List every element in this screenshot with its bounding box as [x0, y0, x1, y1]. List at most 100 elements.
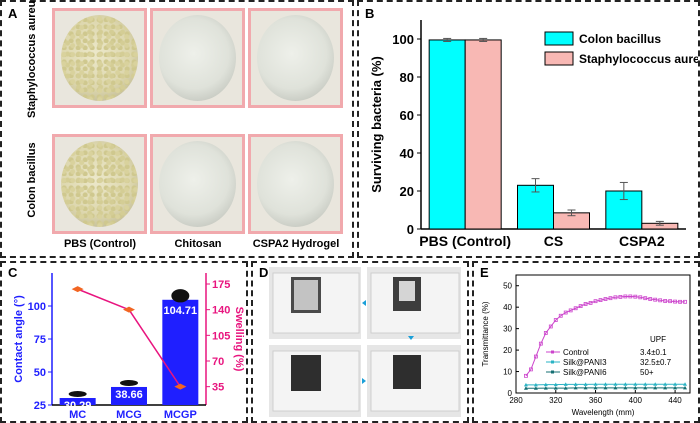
- y-tick-label: 100: [28, 301, 46, 313]
- data-point: [638, 295, 643, 300]
- y-tick-label: 100: [392, 32, 414, 47]
- y-tick-label: 30: [503, 325, 512, 334]
- data-point: [683, 299, 687, 304]
- data-point: [628, 294, 633, 299]
- row-label-colon: Colon bacillus: [26, 142, 38, 218]
- bar-1: [464, 39, 502, 230]
- x-tick-label: CSPA2: [619, 233, 665, 249]
- droplet: [171, 289, 190, 303]
- legend-label: Silk@PANI6: [563, 368, 607, 377]
- data-point: [613, 385, 618, 390]
- data-point: [548, 324, 553, 329]
- dish-staph-pbs: [52, 8, 147, 108]
- x-tick-label: 400: [629, 396, 643, 405]
- swelling-point: [71, 286, 84, 293]
- panel-e: E 0 10 20 30 40 50 280 320 360 400 440 UPF Control 3.…: [472, 261, 700, 423]
- col-label-cspa2: CSPA2 Hydrogel: [252, 238, 340, 250]
- data-point: [653, 297, 658, 302]
- data-point: [673, 385, 678, 390]
- bar-value-label: 104.71: [164, 305, 198, 317]
- dish-colon-pbs: [52, 134, 147, 234]
- panel-b-label: B: [365, 6, 375, 21]
- data-point: [593, 385, 598, 390]
- data-point: [603, 385, 608, 390]
- data-point: [563, 310, 568, 315]
- y-tick-label: 20: [400, 184, 414, 199]
- data-point: [658, 298, 663, 303]
- data-point: [663, 382, 668, 386]
- data-point: [543, 331, 548, 335]
- legend-header: UPF: [650, 335, 666, 344]
- data-point: [523, 382, 528, 387]
- panel-a-label: A: [8, 6, 18, 21]
- data-point: [623, 385, 628, 390]
- legend-marker: [551, 360, 554, 364]
- legend-label: Control: [563, 348, 589, 357]
- y-tick-label: 75: [34, 334, 46, 346]
- x-tick-label: PBS (Control): [419, 233, 511, 249]
- data-point: [603, 382, 608, 386]
- data-point: [683, 385, 688, 390]
- y-right-tick-label: 70: [212, 356, 224, 368]
- y-tick-label: 60: [400, 108, 414, 123]
- legend-label: Silk@PANI3: [563, 358, 607, 367]
- y-tick-label: 20: [503, 346, 512, 355]
- y-tick-label: 80: [400, 70, 414, 85]
- legend-marker: [551, 370, 554, 374]
- data-point: [543, 386, 548, 390]
- panel-a: A Staphylococcus aureus Colon bacillus P…: [0, 0, 354, 258]
- plot-frame: [515, 274, 691, 394]
- data-point: [533, 354, 538, 359]
- y-right-tick-label: 175: [212, 279, 230, 291]
- data-point: [543, 382, 548, 387]
- data-point: [583, 302, 588, 306]
- dish-staph-cspa2: [248, 8, 343, 108]
- swelling-point: [174, 383, 187, 390]
- data-point: [529, 367, 533, 372]
- y-axis-title: Surviving bacteria (%): [369, 56, 384, 193]
- y-tick-label: 25: [34, 400, 46, 412]
- data-point: [663, 299, 668, 303]
- y-axis-title: Transmittance (%): [481, 301, 490, 366]
- data-point: [563, 382, 568, 386]
- data-point: [633, 385, 638, 390]
- data-point: [553, 386, 558, 390]
- y-right-tick-label: 105: [212, 330, 230, 342]
- data-point: [663, 385, 668, 390]
- panel-d: D: [251, 261, 469, 423]
- x-tick-label: MC: [69, 409, 86, 421]
- data-point: [538, 341, 543, 346]
- x-tick-label: 280: [509, 396, 523, 405]
- data-point: [593, 299, 598, 304]
- data-point: [653, 382, 658, 386]
- data-point: [598, 298, 603, 303]
- x-axis-title: Wavelength (mm): [572, 408, 635, 417]
- data-point: [608, 296, 613, 301]
- data-point: [613, 382, 618, 386]
- data-point: [683, 382, 688, 386]
- data-point: [553, 382, 558, 387]
- droplet: [68, 391, 87, 398]
- y-tick-label: 0: [407, 222, 414, 237]
- data-point: [588, 300, 593, 305]
- legend-upf: 32.5±0.7: [640, 358, 672, 367]
- x-tick-label: MCGP: [164, 409, 197, 421]
- data-point: [643, 382, 648, 386]
- data-point: [633, 294, 638, 299]
- chart-b: 0 20 40 60 80 100 PBS (Control) CS CSPA2 Survivin…: [369, 20, 698, 249]
- legend-marker: [551, 350, 554, 354]
- data-point: [673, 382, 678, 386]
- data-point: [618, 294, 623, 299]
- data-point: [613, 295, 618, 300]
- x-tick-label: 320: [549, 396, 563, 405]
- panel-d-photos: [269, 267, 461, 417]
- y-tick-label: 50: [34, 367, 46, 379]
- x-tick-label: CS: [544, 233, 563, 249]
- droplet: [120, 379, 138, 386]
- data-point: [623, 294, 628, 299]
- data-point: [633, 382, 638, 386]
- data-point: [603, 297, 608, 301]
- x-tick-label: 440: [668, 396, 682, 405]
- x-tick-label: 360: [589, 396, 603, 405]
- contact-angle-bar: [59, 398, 96, 405]
